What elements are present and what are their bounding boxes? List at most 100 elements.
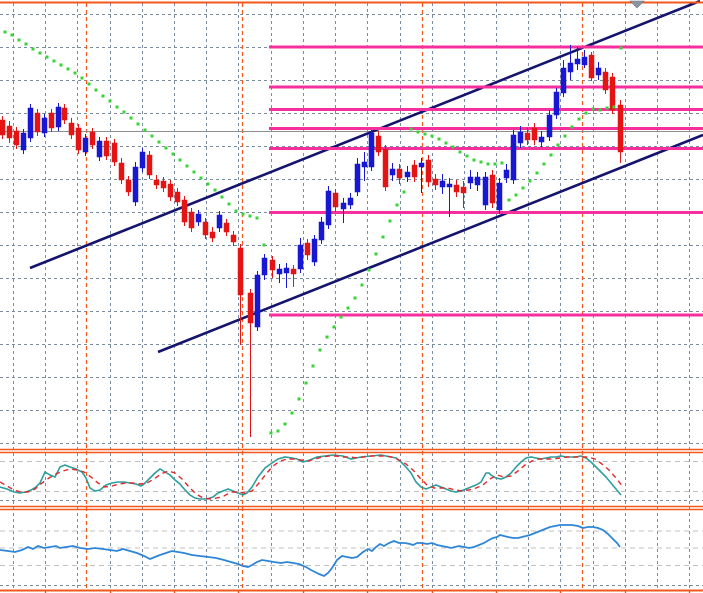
- candle: [496, 178, 503, 214]
- candle-body: [68, 122, 75, 136]
- candle-body: [202, 221, 209, 236]
- candle: [553, 88, 560, 119]
- candle-body: [332, 192, 339, 208]
- candle: [382, 145, 389, 191]
- candle: [510, 130, 517, 184]
- resistance-levels-layer[interactable]: [269, 45, 703, 317]
- candle: [332, 189, 339, 212]
- sar-dot: [3, 30, 7, 34]
- candle-body: [418, 162, 425, 168]
- candle: [139, 148, 146, 172]
- candle-body: [389, 168, 396, 176]
- sar-dot: [255, 216, 259, 220]
- sar-dot: [45, 55, 49, 59]
- candle-body: [96, 140, 103, 158]
- candle: [567, 45, 574, 80]
- candle: [230, 231, 237, 246]
- candle: [325, 186, 332, 229]
- candle-body: [517, 131, 524, 144]
- candle-body: [6, 125, 13, 139]
- marker-layer[interactable]: [629, 0, 645, 9]
- candle: [524, 128, 531, 145]
- candle: [453, 180, 460, 197]
- panel-divider[interactable]: [0, 448, 703, 454]
- candle-body: [132, 166, 139, 203]
- sar-dot: [52, 59, 56, 63]
- sar-dot: [143, 128, 147, 132]
- candle: [181, 196, 188, 226]
- sar-dot: [241, 212, 245, 216]
- candle-body: [297, 244, 304, 270]
- sar-dot: [185, 164, 189, 168]
- candle-body: [609, 76, 616, 111]
- sar-dot: [416, 130, 420, 134]
- candles-layer: [0, 45, 624, 437]
- candle: [503, 164, 510, 183]
- candle: [125, 176, 132, 196]
- candle-body: [340, 202, 347, 210]
- candle-body: [474, 176, 481, 186]
- sar-dot: [178, 158, 182, 162]
- sar-dot: [24, 42, 28, 46]
- candle: [290, 265, 297, 287]
- sar-dot: [10, 33, 14, 37]
- candle: [160, 177, 167, 192]
- candle-body: [453, 184, 460, 193]
- candle-body: [460, 186, 467, 194]
- candle: [41, 114, 48, 137]
- candle-body: [560, 67, 567, 94]
- candle-body: [254, 274, 261, 328]
- sar-dot: [570, 125, 574, 129]
- candle: [202, 218, 209, 239]
- candle: [546, 110, 553, 141]
- sar-dot: [360, 283, 364, 287]
- candle-body: [82, 137, 89, 153]
- candle: [368, 130, 375, 171]
- candle-body: [425, 159, 432, 183]
- candle: [418, 158, 425, 193]
- candle-body: [89, 131, 96, 146]
- candle: [474, 172, 481, 191]
- candle: [297, 238, 304, 273]
- candle-body: [496, 182, 503, 211]
- candle: [574, 47, 581, 70]
- parabolic-sar-layer: [3, 30, 623, 435]
- candle-body: [181, 199, 188, 223]
- candle-body: [230, 234, 237, 243]
- sar-dot: [248, 214, 252, 218]
- candle: [595, 62, 602, 80]
- candle: [146, 151, 153, 179]
- panel-divider-layer[interactable]: [0, 448, 703, 511]
- candle-body: [103, 140, 110, 157]
- candle: [283, 263, 290, 288]
- sar-dot: [80, 76, 84, 80]
- candle: [254, 271, 261, 331]
- candle: [82, 134, 89, 156]
- candle: [439, 174, 446, 194]
- candle: [318, 217, 325, 244]
- candle-body: [489, 174, 496, 204]
- sar-dot: [283, 422, 287, 426]
- candle-body: [261, 257, 268, 276]
- sar-dot: [66, 67, 70, 71]
- candle-body: [160, 180, 167, 189]
- stochastic-signal-line: [0, 455, 624, 500]
- sar-dot: [332, 325, 336, 329]
- candle-body: [588, 54, 595, 79]
- candle: [588, 52, 595, 81]
- candle-body: [382, 148, 389, 188]
- sar-dot: [465, 154, 469, 158]
- candle-body: [13, 130, 20, 146]
- candle: [602, 68, 609, 94]
- candle-body: [290, 268, 297, 275]
- panel-divider[interactable]: [0, 505, 703, 511]
- candle: [560, 60, 567, 97]
- down-triangle-marker[interactable]: [629, 0, 645, 9]
- trendline[interactable]: [29, 0, 701, 270]
- candle: [354, 158, 361, 196]
- trend-channel-layer[interactable]: [29, 0, 703, 354]
- candle: [304, 239, 311, 260]
- candle-body: [510, 134, 517, 181]
- sar-dot: [115, 105, 119, 109]
